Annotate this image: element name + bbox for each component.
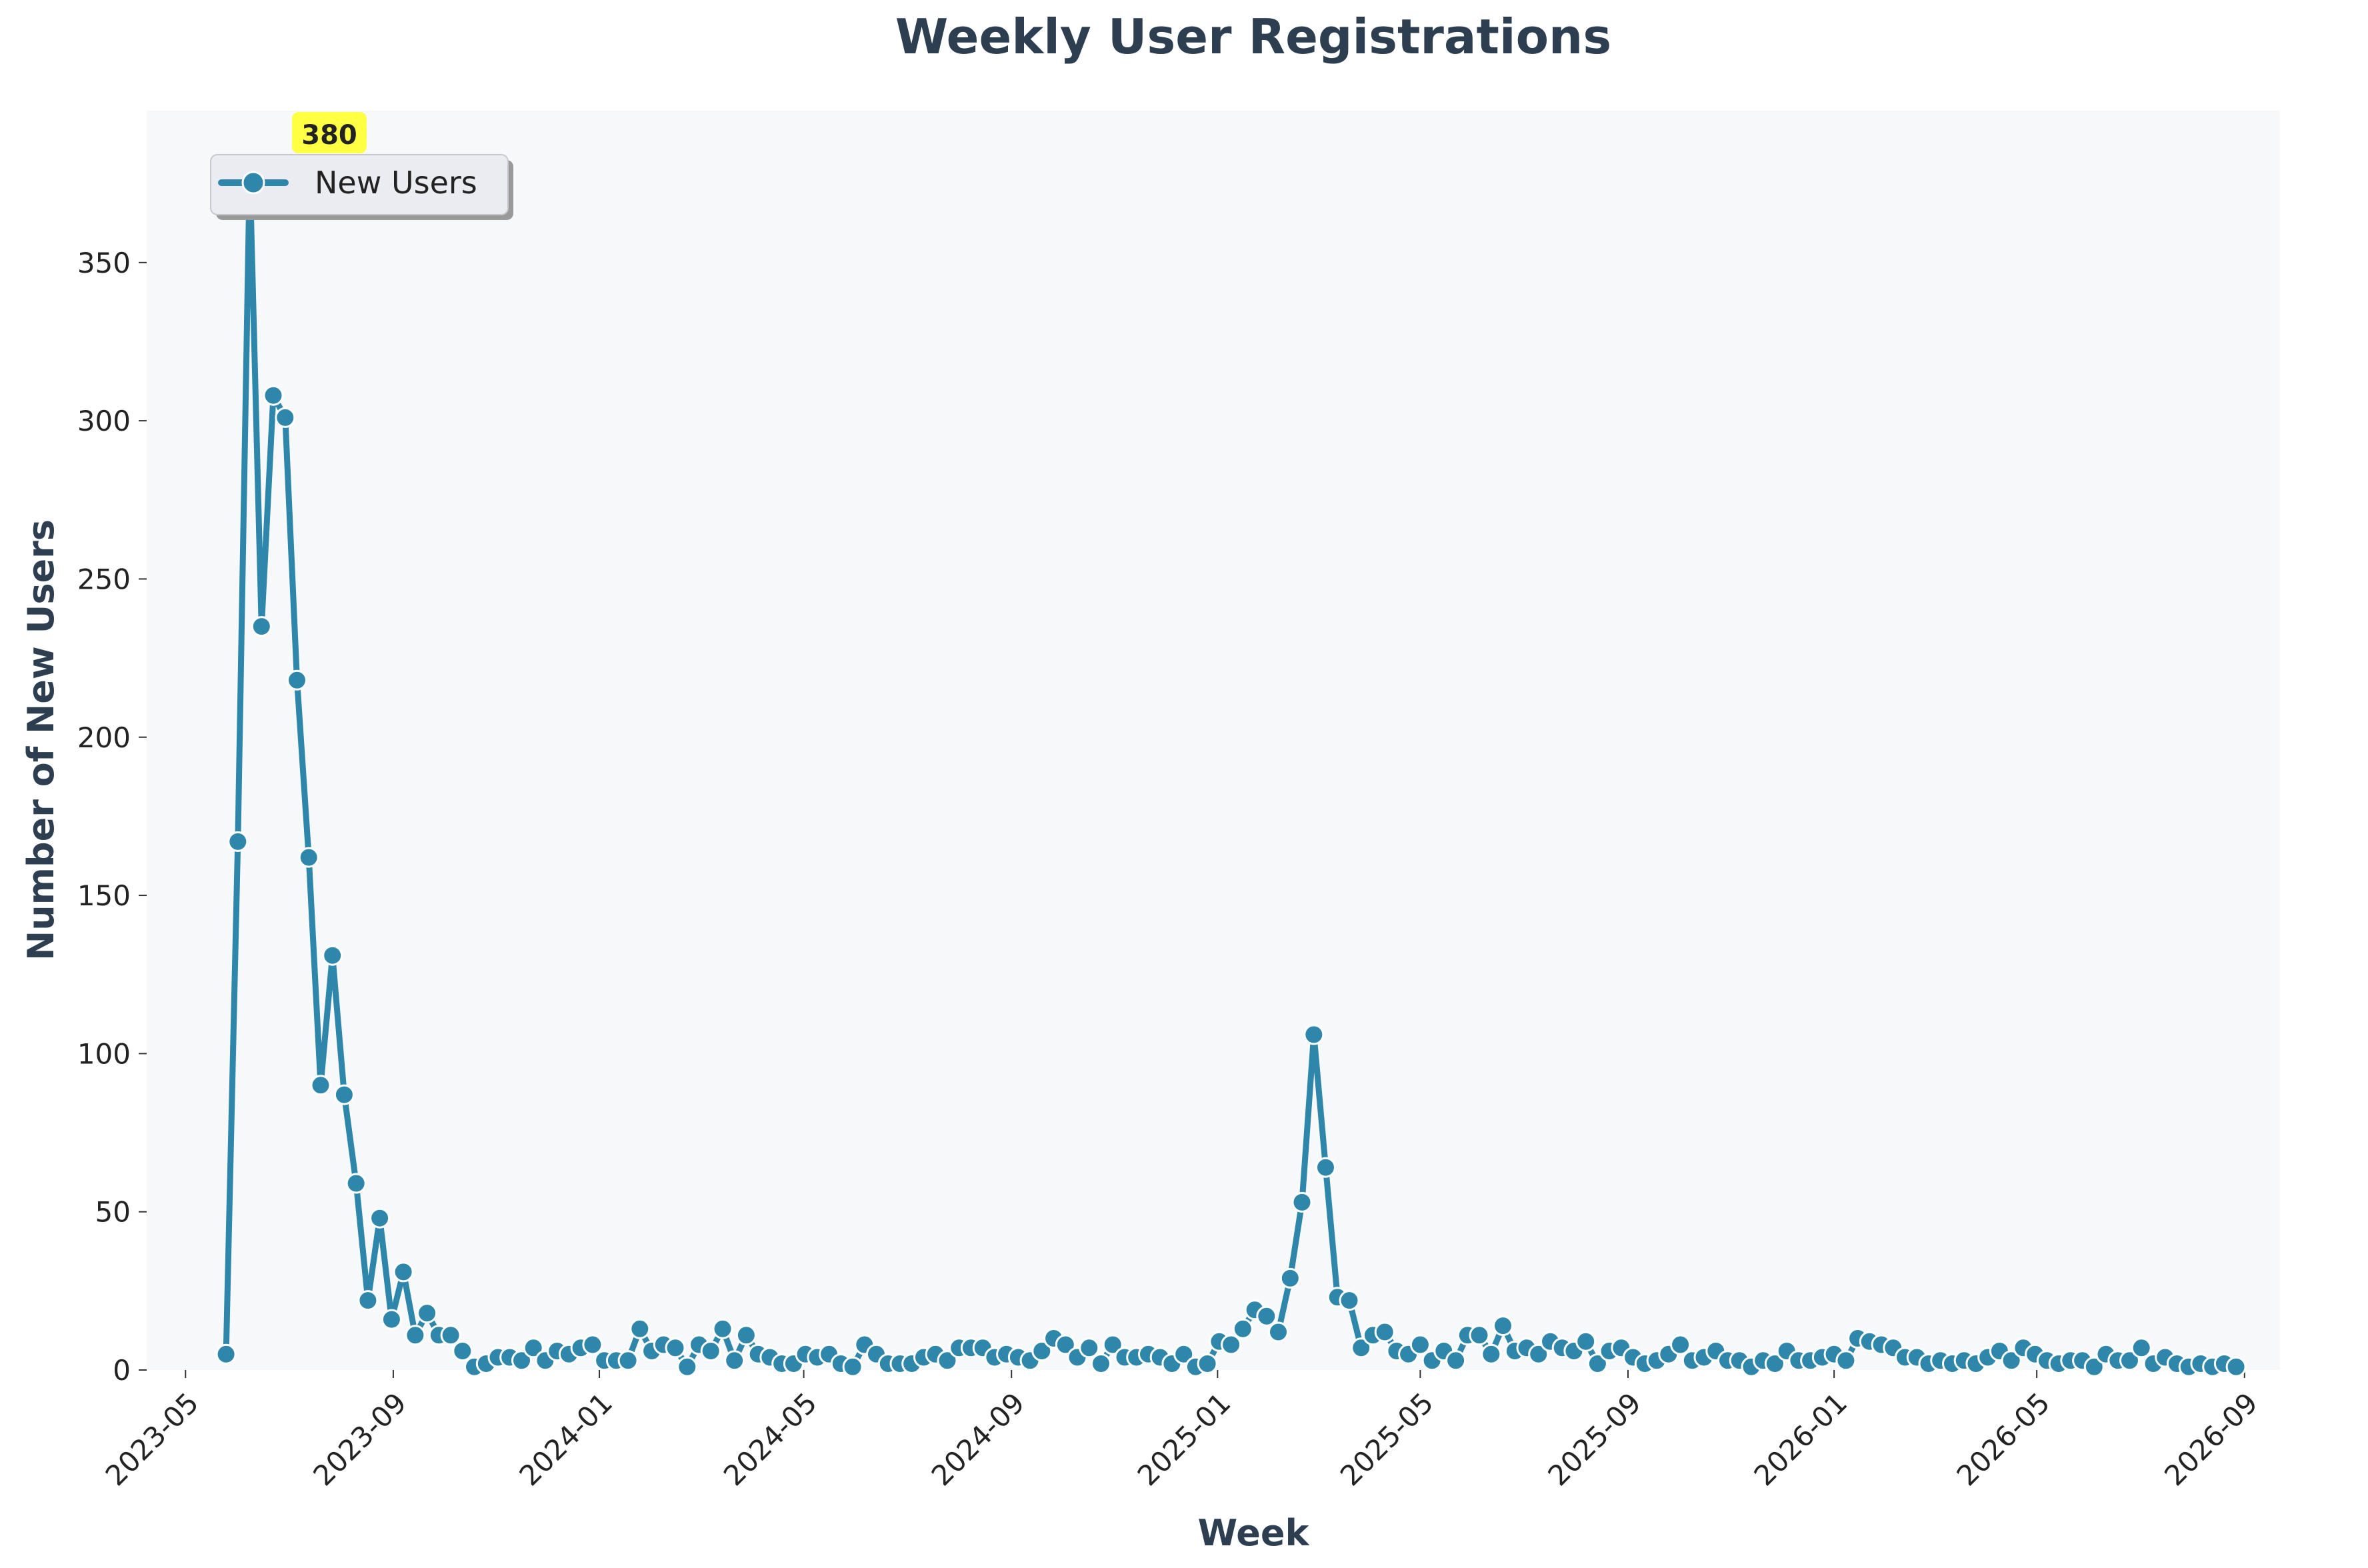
- data-point: [1291, 1191, 1313, 1213]
- y-tick-label: 50: [95, 1196, 131, 1229]
- y-tick-label: 100: [77, 1037, 131, 1070]
- data-point: [227, 831, 249, 852]
- data-point: [2083, 1356, 2105, 1377]
- data-point: [1303, 1024, 1325, 1045]
- data-point: [452, 1341, 473, 1361]
- data-point: [1268, 1321, 1289, 1343]
- data-point: [310, 1075, 331, 1096]
- data-point: [1528, 1343, 1549, 1365]
- data-point: [1221, 1334, 1242, 1355]
- data-point: [287, 669, 307, 691]
- chart-title: Weekly User Registrations: [895, 9, 1611, 65]
- data-point: [1031, 1341, 1053, 1361]
- data-point: [1409, 1334, 1431, 1355]
- data-point: [1445, 1350, 1467, 1371]
- data-point: [735, 1325, 757, 1346]
- data-point: [842, 1356, 863, 1377]
- data-point: [369, 1207, 391, 1229]
- data-point: [405, 1325, 426, 1346]
- data-point: [582, 1334, 603, 1355]
- data-point: [322, 945, 343, 966]
- data-point: [215, 1343, 237, 1365]
- data-point: [1587, 1353, 1608, 1374]
- data-point: [1091, 1353, 1111, 1374]
- data-point: [1374, 1321, 1395, 1343]
- peak-annotation: 380: [292, 112, 367, 153]
- data-point: [2131, 1337, 2152, 1359]
- data-point: [712, 1318, 733, 1339]
- plot-area: [147, 111, 2280, 1370]
- data-point: [251, 616, 272, 637]
- data-point: [1173, 1343, 1195, 1365]
- series-new-users: [215, 157, 2247, 1377]
- data-point: [1279, 1267, 1301, 1289]
- data-point: [1079, 1337, 1100, 1359]
- data-point: [629, 1318, 651, 1339]
- y-tick-label: 150: [77, 879, 131, 912]
- data-point: [1481, 1343, 1502, 1365]
- data-point: [381, 1309, 402, 1330]
- data-point: [1575, 1331, 1597, 1352]
- data-point: [2119, 1350, 2140, 1371]
- data-point: [937, 1350, 958, 1371]
- legend-box: [210, 154, 509, 215]
- data-point: [1315, 1157, 1336, 1178]
- data-point: [724, 1350, 745, 1371]
- data-point: [357, 1290, 379, 1311]
- data-point: [393, 1261, 414, 1283]
- data-point: [1197, 1353, 1218, 1374]
- data-point: [1493, 1315, 1513, 1337]
- data-point: [1469, 1325, 1490, 1346]
- data-point: [523, 1337, 544, 1359]
- y-tick-label: 300: [77, 405, 131, 437]
- data-point: [1055, 1334, 1076, 1355]
- data-point: [417, 1303, 438, 1324]
- data-point: [617, 1350, 639, 1371]
- data-point: [1351, 1337, 1372, 1359]
- peak-annotation-highlight: [292, 112, 367, 153]
- x-axis-label: Week: [1198, 1512, 1310, 1554]
- data-point: [665, 1337, 686, 1359]
- data-point: [298, 847, 319, 868]
- y-axis: 0 50 100 150 200 250 300 350: [77, 247, 147, 1387]
- data-point: [700, 1341, 721, 1361]
- legend-point-marker: [241, 171, 265, 195]
- data-point: [333, 1084, 355, 1105]
- y-axis-label: Number of New Users: [20, 519, 62, 961]
- data-point: [1670, 1334, 1691, 1355]
- data-point: [1339, 1290, 1360, 1311]
- y-tick-label: 350: [77, 247, 131, 279]
- data-point: [263, 385, 284, 406]
- data-point: [1764, 1353, 1785, 1374]
- data-point: [345, 1173, 367, 1194]
- y-tick-label: 0: [113, 1354, 131, 1387]
- data-point: [1835, 1350, 1857, 1371]
- data-point: [440, 1325, 461, 1346]
- data-point: [2001, 1350, 2022, 1371]
- legend: New Users: [210, 154, 513, 220]
- data-point: [1256, 1305, 1277, 1327]
- peak-annotation-label: 380: [301, 120, 357, 151]
- data-point: [677, 1356, 698, 1377]
- y-tick-label: 250: [77, 563, 131, 595]
- data-point: [1102, 1334, 1123, 1355]
- y-tick-label: 200: [77, 721, 131, 754]
- data-point: [1232, 1318, 1253, 1339]
- data-point: [2225, 1356, 2247, 1377]
- data-point: [511, 1350, 532, 1371]
- legend-entry-new-users: New Users: [315, 165, 477, 201]
- data-point: [275, 407, 296, 428]
